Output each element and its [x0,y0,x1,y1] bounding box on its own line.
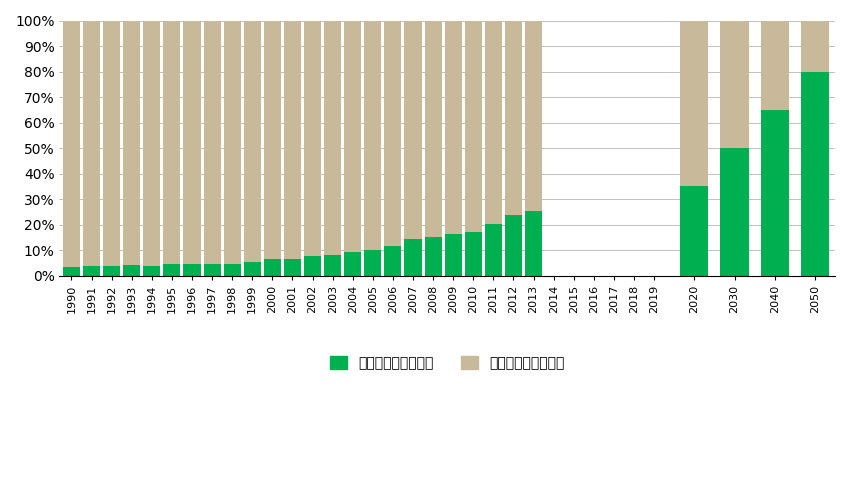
Bar [761,21,789,110]
Bar [123,21,140,265]
Bar [184,264,201,276]
Bar [224,264,241,276]
Bar [203,264,221,276]
Bar [801,71,829,276]
Bar [761,110,789,276]
Bar [525,211,542,276]
Legend: 再生可能エネルギー, その他のエネルギー: 再生可能エネルギー, その他のエネルギー [325,351,570,376]
Bar [284,21,301,258]
Bar [163,264,180,276]
Bar [680,186,708,276]
Bar [484,21,502,223]
Bar [405,21,422,240]
Bar [203,21,221,264]
Bar [505,21,522,215]
Bar [525,21,542,211]
Bar [344,252,361,276]
Bar [103,21,120,266]
Bar [424,21,442,237]
Bar [365,21,382,249]
Bar [244,21,261,262]
Bar [505,215,522,276]
Bar [424,237,442,276]
Bar [384,21,401,246]
Bar [123,265,140,276]
Bar [103,266,120,276]
Bar [465,21,482,232]
Bar [244,262,261,276]
Bar [163,21,180,264]
Bar [184,21,201,264]
Bar [465,232,482,276]
Bar [721,148,749,276]
Bar [324,255,341,276]
Bar [721,21,749,148]
Bar [144,266,161,276]
Bar [264,259,280,276]
Bar [445,21,462,234]
Bar [365,249,382,276]
Bar [284,258,301,276]
Bar [224,21,241,264]
Bar [384,246,401,276]
Bar [680,21,708,186]
Bar [304,256,321,276]
Bar [304,21,321,256]
Bar [405,240,422,276]
Bar [144,21,161,266]
Bar [83,267,100,276]
Bar [324,21,341,255]
Bar [484,223,502,276]
Bar [344,21,361,252]
Bar [63,21,80,267]
Bar [801,21,829,71]
Bar [264,21,280,259]
Bar [63,267,80,276]
Bar [83,21,100,267]
Bar [445,234,462,276]
